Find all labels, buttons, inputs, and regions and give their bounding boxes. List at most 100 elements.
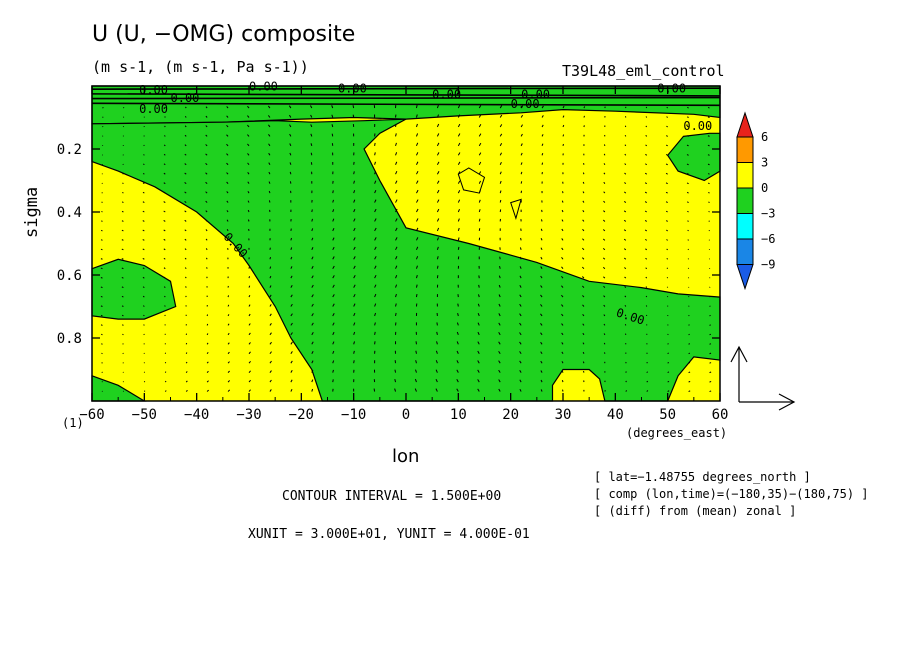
- wind-vector: [143, 163, 145, 166]
- wind-vector: [353, 218, 356, 222]
- wind-vector: [686, 125, 689, 128]
- wind-vector: [374, 218, 377, 222]
- wind-vector: [290, 370, 293, 373]
- wind-vector: [457, 218, 460, 222]
- wind-vector: [415, 369, 417, 373]
- wind-vector: [582, 304, 585, 307]
- wind-vector: [353, 208, 356, 213]
- wind-vector: [184, 200, 187, 203]
- wind-vector: [163, 276, 166, 279]
- wind-vector: [667, 390, 670, 392]
- wind-vector: [185, 389, 188, 392]
- wind-vector: [205, 144, 208, 147]
- wind-vector: [582, 238, 585, 241]
- wind-vector: [581, 276, 585, 279]
- wind-vector: [666, 106, 668, 109]
- wind-vector: [540, 304, 543, 307]
- wind-vector: [582, 342, 585, 345]
- wind-vector: [478, 199, 481, 203]
- wind-vector: [540, 351, 543, 355]
- wind-vector: [561, 200, 564, 203]
- wind-vector: [248, 276, 251, 279]
- wind-vector: [457, 246, 460, 250]
- wind-vector: [289, 171, 292, 175]
- wind-vector: [457, 227, 460, 232]
- wind-vector: [353, 256, 356, 260]
- x-tick-label-8: 20: [502, 407, 519, 423]
- wind-vector: [416, 189, 419, 194]
- wind-vector: [142, 248, 145, 251]
- wind-vector: [624, 276, 627, 279]
- wind-vector: [666, 116, 668, 118]
- wind-vector: [499, 124, 503, 128]
- x-tick-label-2: −40: [184, 407, 209, 423]
- wind-vector: [227, 332, 230, 336]
- wind-vector: [331, 133, 334, 137]
- wind-vector: [100, 286, 103, 289]
- wind-vector: [353, 341, 355, 345]
- wind-vector: [353, 360, 355, 364]
- wind-vector: [121, 248, 124, 251]
- wind-vector: [686, 116, 689, 118]
- wind-vector: [499, 161, 502, 165]
- wind-vector: [142, 229, 145, 232]
- ref-vector-x-head: [778, 393, 796, 411]
- wind-vector: [205, 125, 208, 128]
- wind-vector: [122, 191, 124, 194]
- wind-vector: [267, 115, 271, 118]
- wind-vector: [164, 125, 166, 128]
- wind-vector: [667, 352, 669, 355]
- wind-vector: [416, 218, 419, 222]
- wind-vector: [185, 342, 188, 345]
- wind-vector: [498, 341, 501, 345]
- wind-vector: [142, 295, 145, 298]
- wind-vector: [478, 209, 481, 213]
- wind-vector: [667, 343, 669, 345]
- colorbar-cell-3: [736, 187, 754, 214]
- contour-label-8: 0.00: [657, 81, 686, 95]
- wind-vector: [142, 257, 145, 260]
- wind-vector: [665, 154, 668, 156]
- wind-vector: [268, 162, 271, 165]
- wind-vector: [290, 237, 293, 241]
- wind-vector: [121, 258, 124, 260]
- wind-vector: [644, 210, 647, 213]
- wind-vector: [478, 171, 482, 175]
- wind-vector: [395, 246, 398, 251]
- contour-label-4: 0.00: [338, 81, 367, 95]
- colorbar-label-0: 6: [761, 130, 768, 144]
- wind-vector: [665, 144, 668, 147]
- wind-vector: [603, 276, 606, 279]
- wind-vector: [101, 192, 103, 194]
- wind-vector: [416, 227, 419, 232]
- wind-vector: [498, 369, 501, 373]
- wind-vector: [561, 304, 564, 307]
- wind-vector: [477, 341, 480, 345]
- wind-vector: [226, 115, 229, 118]
- wind-vector: [332, 227, 335, 232]
- wind-vector: [666, 258, 669, 260]
- wind-vector: [436, 199, 440, 203]
- wind-vector: [645, 276, 648, 279]
- wind-vector: [415, 293, 418, 298]
- wind-vector: [185, 380, 188, 383]
- wind-vector: [227, 323, 230, 326]
- wind-vector: [478, 105, 482, 109]
- wind-vector: [142, 182, 145, 185]
- wind-vector: [163, 286, 166, 288]
- wind-vector: [310, 105, 313, 109]
- wind-vector: [603, 181, 606, 184]
- wind-vector: [478, 142, 482, 147]
- wind-vector: [519, 275, 522, 279]
- wind-vector: [205, 200, 208, 203]
- wind-vector: [478, 123, 482, 128]
- wind-vector: [646, 361, 648, 364]
- wind-vector: [624, 257, 627, 260]
- wind-vector: [247, 219, 250, 222]
- wind-vector: [395, 142, 397, 146]
- info-block: [ lat=−1.48755 degrees_north ] [ comp (l…: [594, 469, 869, 520]
- wind-vector: [184, 191, 187, 194]
- wind-vector: [499, 180, 502, 184]
- wind-vector: [707, 116, 710, 118]
- wind-vector: [541, 124, 544, 128]
